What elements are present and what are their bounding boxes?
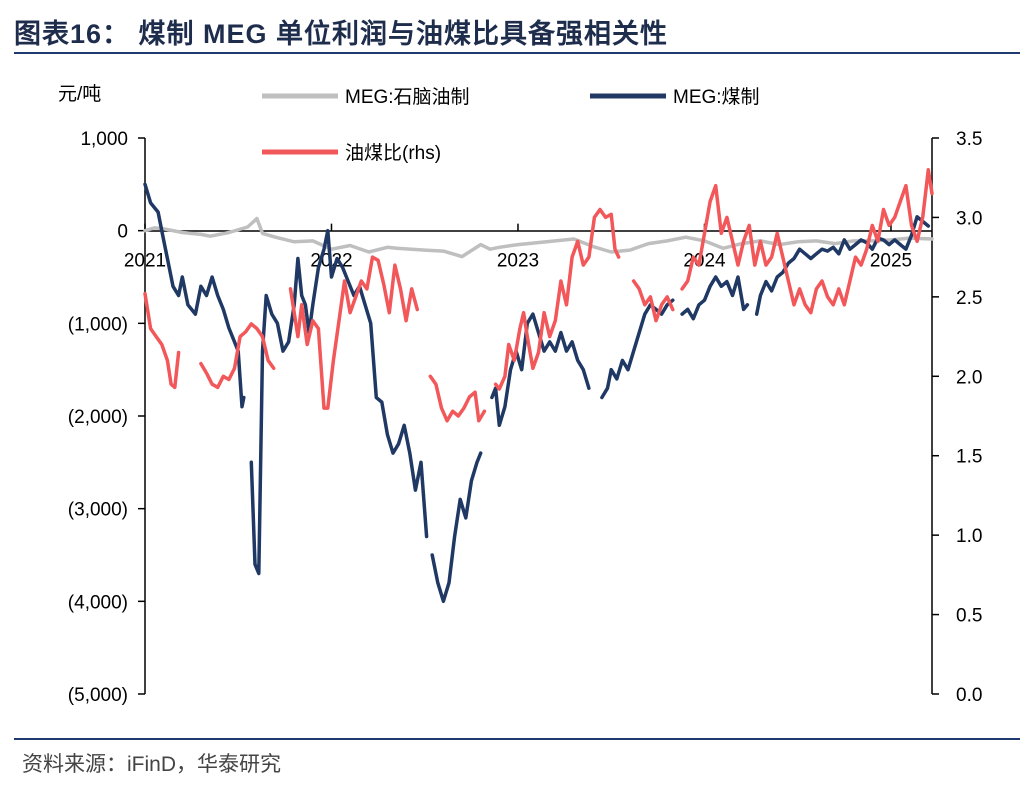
x-tick-label: 2023 <box>497 251 539 272</box>
top-rule <box>14 52 1020 54</box>
legend-label-ratio: 油煤比(rhs) <box>345 142 441 164</box>
left-ticks: 1,000 0 (1,000) (2,000) (3,000) (4,000) (5,000… <box>68 129 145 706</box>
left-tick-label: 0 <box>117 222 128 243</box>
x-tick-label: 2025 <box>870 251 912 272</box>
right-tick-label: 0.0 <box>956 685 982 706</box>
series-coal-line <box>143 182 931 604</box>
left-tick-label: (4,000) <box>68 592 128 613</box>
left-tick-label: (1,000) <box>68 314 128 335</box>
right-tick-label: 2.0 <box>956 367 982 388</box>
right-ticks: 3.5 3.0 2.5 2.0 1.5 1.0 0.5 0.0 <box>932 129 982 706</box>
series-ratio-line <box>143 168 934 423</box>
x-tick-label: 2021 <box>124 251 166 272</box>
source-note: 资料来源：iFinD，华泰研究 <box>22 753 282 776</box>
series-lines <box>143 168 934 604</box>
right-tick-label: 0.5 <box>956 606 982 627</box>
left-tick-label: (5,000) <box>68 685 128 706</box>
left-tick-label: (3,000) <box>68 500 128 521</box>
left-unit-label: 元/吨 <box>58 83 101 105</box>
legend-label-naphtha: MEG:石脑油制 <box>345 86 470 108</box>
chart: 1,000 0 (1,000) (2,000) (3,000) (4,000) (5,000… <box>58 83 982 706</box>
chart-title: 图表16： 煤制 MEG 单位利润与油煤比具备强相关性 <box>14 19 669 49</box>
bottom-rule <box>14 738 1020 740</box>
right-tick-label: 3.5 <box>956 129 982 150</box>
legend: MEG:石脑油制 MEG:煤制 油煤比(rhs) <box>262 86 760 164</box>
legend-label-coal: MEG:煤制 <box>673 86 760 108</box>
right-tick-label: 1.5 <box>956 447 982 468</box>
series-naphtha-line <box>143 216 934 259</box>
left-tick-label: 1,000 <box>80 129 128 150</box>
right-tick-label: 2.5 <box>956 288 982 309</box>
right-tick-label: 3.0 <box>956 208 982 229</box>
right-tick-label: 1.0 <box>956 526 982 547</box>
left-tick-label: (2,000) <box>68 407 128 428</box>
